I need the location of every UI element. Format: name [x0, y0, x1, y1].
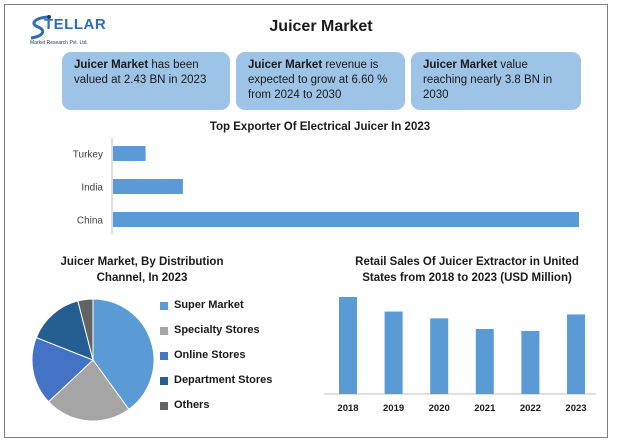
retail-bar-chart: 2018 2019 2020 2021 2022 2023 — [324, 297, 596, 414]
legend-swatch — [160, 327, 168, 335]
logo-text: TELLAR — [44, 16, 107, 33]
legend-label: Department Stores — [174, 374, 273, 386]
retail-year-label: 2019 — [383, 403, 404, 414]
stat-box-text: has been valued at 2.43 BN in 2023 — [74, 59, 207, 86]
legend-swatch — [160, 352, 168, 360]
stat-box-bold: Juicer Market — [423, 59, 498, 71]
logo-swoosh-icon — [30, 15, 51, 40]
retail-year-label: 2020 — [429, 403, 450, 414]
stat-box-valuation: Juicer Market has been valued at 2.43 BN… — [62, 52, 230, 110]
retail-year-label: 2022 — [520, 403, 541, 414]
distribution-chart-title: Juicer Market, By Distribution Channel, … — [60, 256, 224, 284]
retail-bar — [521, 330, 540, 394]
retail-bar — [384, 311, 403, 394]
pie-slice — [31, 336, 94, 403]
pie-slice — [77, 298, 94, 361]
retail-chart-title: Retail Sales Of Juicer Extractor in Unit… — [355, 256, 579, 284]
exporter-category-label: Turkey — [73, 150, 103, 161]
stat-box-text: value reaching nearly 3.8 BN in 2030 — [423, 59, 553, 101]
exporter-bar — [113, 179, 183, 194]
stat-box-growth: Juicer Market revenue is expected to gro… — [236, 52, 405, 110]
logo-tagline: Market Research Pvt. Ltd. — [30, 40, 88, 46]
legend-label: Super Market — [174, 299, 244, 311]
exporter-chart-title: Top Exporter Of Electrical Juicer In 202… — [209, 121, 431, 133]
exporter-bar — [113, 146, 146, 161]
page-title: Juicer Market — [269, 18, 373, 35]
retail-bar — [567, 314, 585, 394]
pie-slice — [35, 300, 94, 361]
legend-label: Online Stores — [174, 349, 246, 361]
exporter-category-label: India — [81, 183, 103, 194]
company-logo: TELLAR Market Research Pvt. Ltd. — [28, 14, 106, 54]
retail-year-label: 2023 — [565, 403, 586, 414]
retail-bar — [475, 329, 494, 394]
legend-swatch — [160, 402, 168, 410]
retail-bar — [339, 297, 357, 394]
legend-swatch — [160, 377, 168, 385]
stat-box-projection: Juicer Market value reaching nearly 3.8 … — [411, 52, 581, 110]
retail-year-label: 2021 — [474, 403, 496, 414]
distribution-pie-chart — [31, 298, 155, 422]
legend-swatch — [160, 302, 168, 310]
pie-slice — [47, 359, 130, 422]
exporter-category-label: China — [77, 216, 104, 227]
legend-label: Specialty Stores — [174, 324, 260, 336]
retail-year-label: 2018 — [337, 403, 358, 414]
stat-box-text: revenue is expected to grow at 6.60 % fr… — [248, 59, 388, 101]
stat-box-bold: Juicer Market — [248, 59, 323, 71]
retail-bar — [430, 318, 449, 394]
stat-box-bold: Juicer Market — [74, 59, 149, 71]
exporter-bar — [113, 212, 579, 227]
legend-label: Others — [174, 399, 210, 411]
exporter-bar-chart: Turkey India China — [73, 138, 579, 234]
pie-slice — [92, 298, 155, 411]
